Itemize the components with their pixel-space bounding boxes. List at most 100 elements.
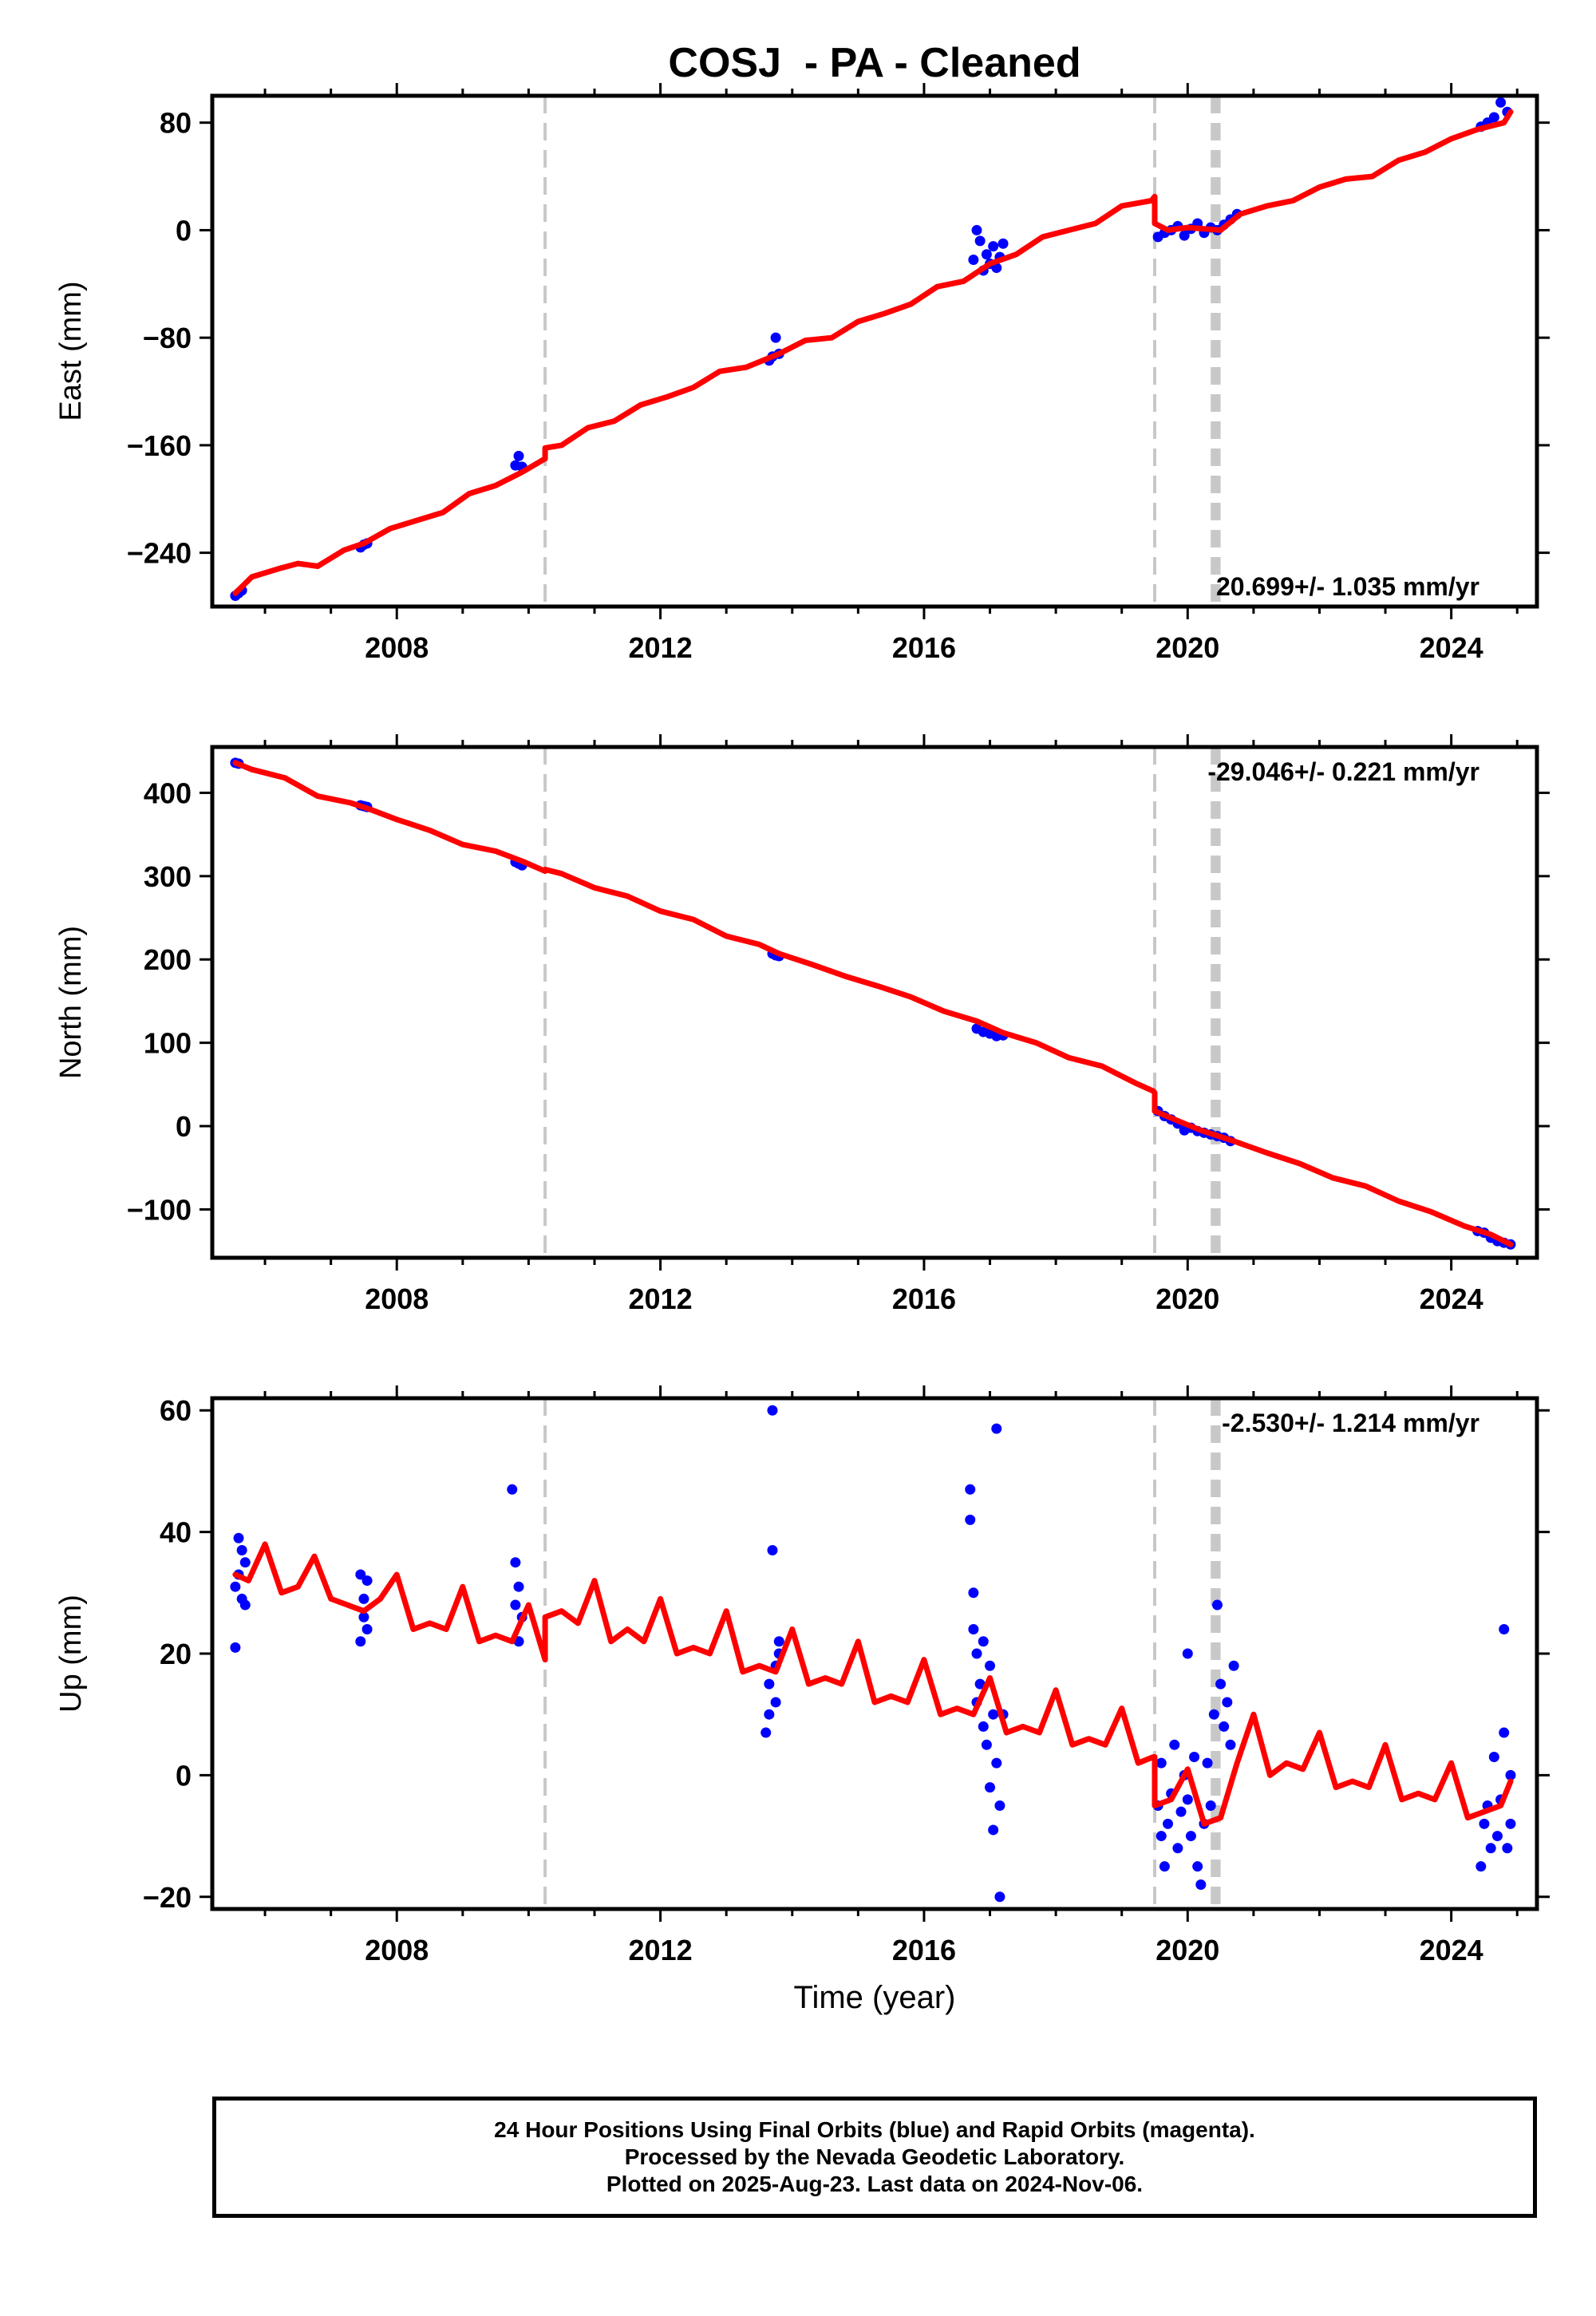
east-data-point-27: [1179, 230, 1190, 241]
up-data-point-84: [1505, 1769, 1516, 1780]
up-data-point-30: [965, 1514, 976, 1525]
up-x-tick-label: 2016: [892, 1934, 956, 1966]
up-data-point-13: [361, 1624, 373, 1635]
up-data-point-8: [355, 1569, 366, 1580]
up-data-point-12: [361, 1575, 373, 1587]
east-panel: 2008 2012 2016 2020 2024 80 0 −80 −160 −240 East (…: [54, 83, 1550, 664]
east-y-tick-label: −80: [143, 322, 192, 354]
up-data-point-66: [1205, 1800, 1216, 1811]
up-data-point-27: [773, 1636, 784, 1647]
up-plot-area: [230, 1398, 1516, 1909]
up-data-point-59: [1182, 1794, 1193, 1805]
up-data-point-2: [233, 1532, 244, 1543]
north-x-tick-label: 2020: [1156, 1282, 1219, 1315]
up-data-point-0: [230, 1642, 241, 1653]
up-data-point-82: [1499, 1624, 1510, 1635]
east-data-point-13: [968, 254, 979, 265]
up-data-point-15: [510, 1557, 521, 1568]
up-data-point-6: [239, 1557, 251, 1568]
up-data-point-51: [1159, 1861, 1170, 1872]
up-data-point-49: [1156, 1831, 1167, 1842]
up-data-point-16: [510, 1599, 521, 1611]
east-y-tick-label: −160: [127, 429, 192, 462]
north-x-tick-label: 2016: [892, 1282, 956, 1315]
up-data-point-37: [978, 1721, 989, 1732]
north-y-tick-label: 0: [176, 1110, 192, 1143]
up-data-point-71: [1222, 1697, 1233, 1708]
up-data-point-22: [764, 1678, 775, 1690]
up-x-tick-label: 2020: [1156, 1934, 1219, 1966]
up-model-fit-line: [232, 1541, 1514, 1827]
up-data-point-36: [978, 1636, 989, 1647]
north-x-tick-label: 2024: [1420, 1282, 1483, 1315]
up-data-point-79: [1491, 1831, 1503, 1842]
up-data-point-63: [1195, 1879, 1207, 1891]
east-x-tick-label: 2024: [1420, 631, 1483, 664]
east-data-point-11: [770, 332, 781, 343]
up-data-point-67: [1208, 1709, 1219, 1720]
up-axes-frame: [210, 1396, 1539, 1911]
up-data-point-43: [991, 1423, 1002, 1434]
up-x-tick-label: 2012: [629, 1934, 693, 1966]
up-panel: 2008 2012 2016 2020 2024 60 40 20 0 −20 Up (mm) Tim…: [54, 1385, 1550, 2015]
up-data-point-40: [985, 1660, 996, 1671]
up-data-point-20: [760, 1727, 772, 1738]
up-data-point-81: [1499, 1727, 1510, 1738]
up-data-point-23: [767, 1544, 778, 1555]
up-data-point-68: [1211, 1599, 1223, 1611]
east-data-point-19: [988, 241, 999, 252]
up-data-point-14: [507, 1484, 518, 1495]
up-data-point-32: [968, 1624, 979, 1635]
east-data-point-39: [1495, 97, 1507, 108]
up-y-tick-label: −20: [143, 1881, 192, 1914]
east-x-tick-label: 2020: [1156, 631, 1219, 664]
up-data-point-24: [767, 1405, 778, 1416]
east-y-tick-label: −240: [127, 537, 192, 570]
up-data-point-65: [1202, 1757, 1213, 1769]
figure-title: COSJ - PA - Cleaned: [668, 40, 1080, 86]
up-data-point-85: [1505, 1818, 1516, 1829]
up-data-point-69: [1215, 1678, 1227, 1690]
east-y-tick-label: 0: [176, 214, 192, 247]
north-y-tick-label: 100: [144, 1027, 192, 1060]
up-data-point-44: [991, 1757, 1002, 1769]
north-plot-area: [230, 747, 1516, 1258]
up-x-tick-label: 2024: [1420, 1934, 1483, 1966]
up-data-point-29: [965, 1484, 976, 1495]
up-data-point-9: [355, 1636, 366, 1647]
up-x-tick-label: 2008: [365, 1934, 429, 1966]
up-data-point-18: [513, 1581, 524, 1592]
up-data-point-83: [1502, 1843, 1513, 1854]
east-data-point-17: [981, 249, 992, 260]
up-data-point-50: [1156, 1757, 1167, 1769]
north-model-fit-line: [232, 760, 1514, 1247]
north-y-tick-label: 200: [144, 943, 192, 976]
up-data-point-41: [988, 1824, 999, 1836]
up-data-point-55: [1172, 1843, 1183, 1854]
up-data-point-21: [764, 1709, 775, 1720]
east-x-tick-label: 2016: [892, 631, 956, 664]
footer-line-2: Processed by the Nevada Geodetic Laborat…: [624, 2144, 1125, 2169]
east-data-point-22: [998, 238, 1009, 249]
north-y-tick-label: 400: [144, 777, 192, 809]
up-data-point-54: [1169, 1739, 1180, 1750]
up-data-point-77: [1485, 1843, 1496, 1854]
up-data-point-39: [985, 1782, 996, 1793]
east-data-point-7: [513, 450, 524, 461]
north-y-axis-label: North (mm): [54, 926, 88, 1079]
up-y-tick-label: 0: [176, 1759, 192, 1792]
up-y-tick-label: 60: [160, 1394, 192, 1427]
up-data-point-74: [1476, 1861, 1487, 1872]
up-data-point-11: [358, 1593, 369, 1604]
north-x-tick-label: 2012: [629, 1282, 693, 1315]
east-model-fit-line: [232, 109, 1514, 596]
up-y-tick-label: 20: [160, 1638, 192, 1670]
up-data-point-5: [236, 1544, 247, 1555]
up-y-axis-label: Up (mm): [54, 1595, 88, 1713]
up-data-point-61: [1189, 1752, 1200, 1763]
up-data-point-78: [1488, 1752, 1499, 1763]
up-data-point-72: [1225, 1739, 1236, 1750]
north-axes-frame: [210, 745, 1539, 1260]
up-x-axis-label: Time (year): [794, 1980, 956, 2015]
